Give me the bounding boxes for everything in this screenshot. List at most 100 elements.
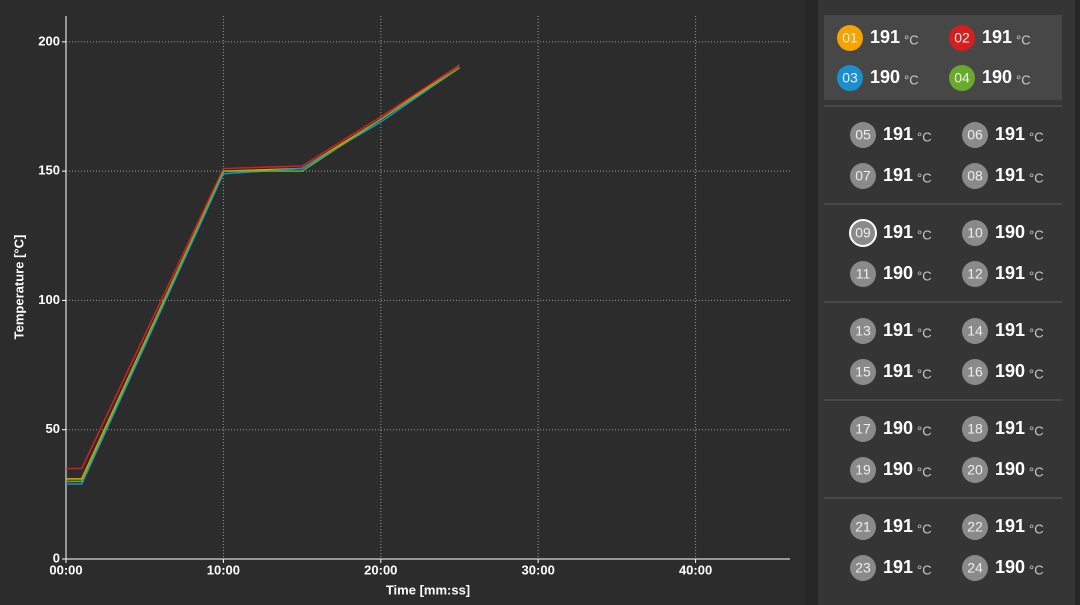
channel-unit: °C	[1029, 366, 1044, 381]
channel-id: 19	[855, 462, 871, 478]
channel-value: 191	[883, 165, 913, 185]
channel-readout: 03 190 °C	[837, 65, 919, 91]
channel-value: 190	[995, 557, 1025, 577]
channel-readout: 06 191 °C	[962, 122, 1044, 148]
channel-unit: °C	[917, 423, 932, 438]
y-axis-label: Temperature [°C]	[11, 235, 26, 340]
channel-readout: 23 191 °C	[850, 555, 932, 581]
channel-id: 21	[855, 519, 871, 535]
channel-id: 06	[967, 127, 983, 143]
channel-value: 190	[870, 67, 900, 87]
channel-badge	[962, 416, 988, 442]
channel-id: 02	[954, 30, 970, 46]
channel-badge	[850, 261, 876, 287]
channel-value: 190	[995, 222, 1025, 242]
channel-badge	[837, 65, 863, 91]
y-tick-label: 100	[38, 292, 60, 307]
channel-id: 23	[855, 560, 871, 576]
channel-id: 08	[967, 168, 983, 184]
channel-readout: 21 191 °C	[850, 514, 932, 540]
channel-readout: 07 191 °C	[850, 163, 932, 189]
x-tick-label: 00:00	[49, 562, 82, 577]
channel-readout: 13 191 °C	[850, 318, 932, 344]
channel-unit: °C	[917, 170, 932, 185]
channel-id: 15	[855, 364, 871, 380]
channel-value: 190	[995, 459, 1025, 479]
channel-value: 191	[883, 361, 913, 381]
series-line	[66, 67, 460, 483]
channel-badge	[850, 555, 876, 581]
channel-readout: 20 190 °C	[962, 457, 1044, 483]
channel-value: 191	[995, 165, 1025, 185]
channel-readout: 12 191 °C	[962, 261, 1044, 287]
channel-readout: 24 190 °C	[962, 555, 1044, 581]
channel-unit: °C	[917, 268, 932, 283]
channel-readout: 08 191 °C	[962, 163, 1044, 189]
channel-id: 20	[967, 462, 983, 478]
channel-readout: 22 191 °C	[962, 514, 1044, 540]
y-tick-label: 150	[38, 163, 60, 178]
channel-badge	[962, 163, 988, 189]
channel-badge	[962, 359, 988, 385]
channel-unit: °C	[917, 227, 932, 242]
channel-badge	[850, 163, 876, 189]
channel-id: 03	[842, 70, 858, 86]
channel-unit: °C	[1016, 72, 1031, 87]
channel-badge	[837, 25, 863, 51]
channel-unit: °C	[1029, 268, 1044, 283]
x-tick-label: 30:00	[522, 562, 555, 577]
channel-id: 09	[855, 225, 871, 241]
channel-id: 14	[967, 323, 983, 339]
channel-unit: °C	[917, 562, 932, 577]
channel-readout: 02 191 °C	[949, 25, 1031, 51]
channel-readout: 10 190 °C	[962, 220, 1044, 246]
channel-readout: 19 190 °C	[850, 457, 932, 483]
channel-value: 191	[883, 320, 913, 340]
channel-badge	[850, 416, 876, 442]
channel-readout: 14 191 °C	[962, 318, 1044, 344]
channel-unit: °C	[904, 32, 919, 47]
channel-readout: 11 190 °C	[850, 261, 932, 287]
channel-unit: °C	[1029, 227, 1044, 242]
channel-unit: °C	[1029, 464, 1044, 479]
channel-id: 17	[855, 421, 871, 437]
channel-value: 191	[995, 516, 1025, 536]
chart-panel	[0, 0, 805, 605]
channel-readout: 05 191 °C	[850, 122, 932, 148]
channel-value: 191	[883, 124, 913, 144]
channel-id: 24	[967, 560, 983, 576]
channel-id: 10	[967, 225, 983, 241]
channel-unit: °C	[1029, 325, 1044, 340]
channel-badge	[949, 25, 975, 51]
y-tick-label: 50	[46, 421, 60, 436]
channel-value: 191	[883, 557, 913, 577]
y-tick-label: 200	[38, 33, 60, 48]
channel-value: 190	[982, 67, 1012, 87]
channel-value: 191	[995, 320, 1025, 340]
x-tick-label: 10:00	[207, 562, 240, 577]
channel-badge	[962, 122, 988, 148]
x-tick-label: 20:00	[364, 562, 397, 577]
channel-badge	[962, 514, 988, 540]
channel-value: 191	[883, 222, 913, 242]
channel-unit: °C	[1029, 170, 1044, 185]
channel-badge	[850, 122, 876, 148]
channel-id: 01	[842, 30, 858, 46]
channel-id: 11	[856, 266, 871, 282]
channel-unit: °C	[917, 464, 932, 479]
channel-value: 190	[883, 418, 913, 438]
channel-id: 13	[855, 323, 871, 339]
channel-unit: °C	[1029, 423, 1044, 438]
channel-readout: 04 190 °C	[949, 65, 1031, 91]
channel-badge	[962, 220, 988, 246]
channel-value: 191	[870, 27, 900, 47]
channel-badge	[962, 457, 988, 483]
highlight-group	[824, 15, 1062, 100]
channel-badge	[962, 555, 988, 581]
channel-readout: 09 191 °C	[849, 219, 932, 247]
channel-id: 05	[855, 127, 871, 143]
channel-id: 12	[967, 266, 983, 282]
channel-unit: °C	[917, 325, 932, 340]
channel-readout: 16 190 °C	[962, 359, 1044, 385]
